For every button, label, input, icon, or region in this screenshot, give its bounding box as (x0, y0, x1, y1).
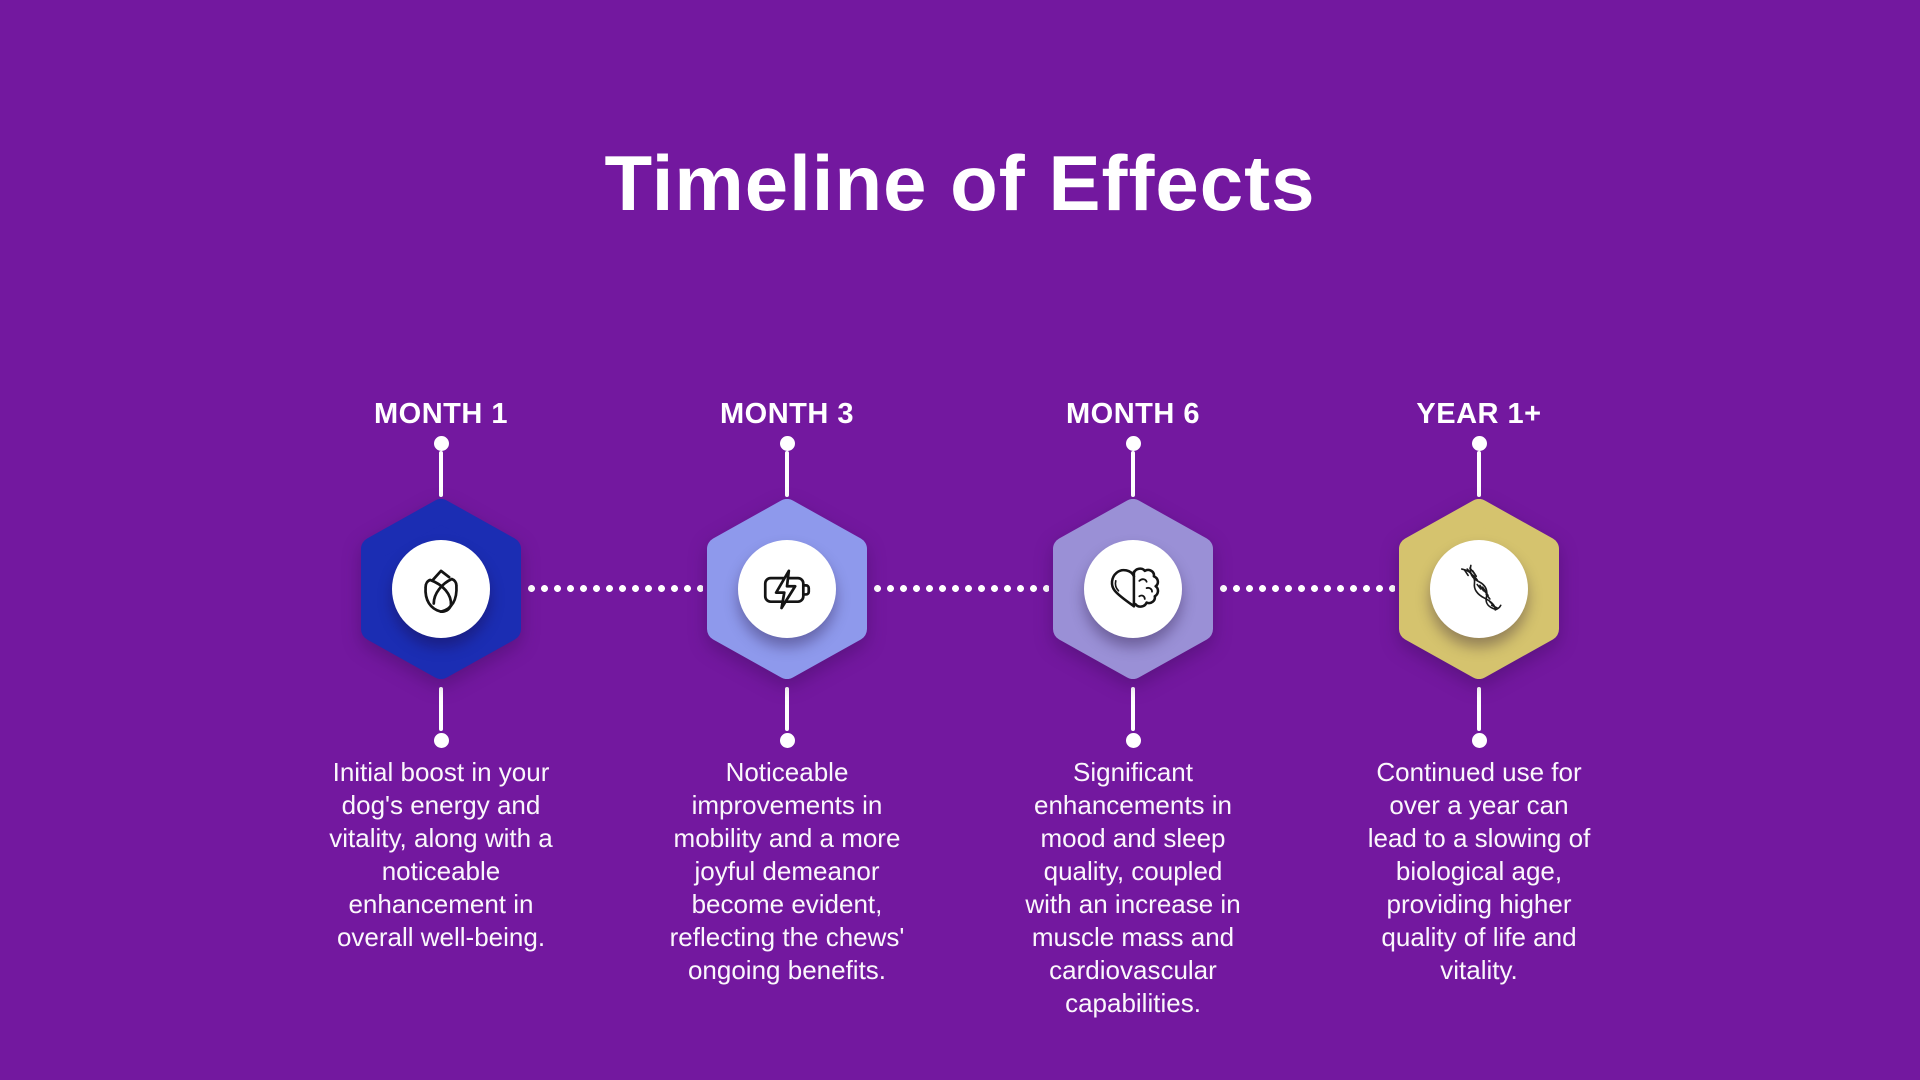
milestone-month-1: MONTH 1 Initial boost in your dog's ener… (268, 397, 614, 954)
timeline-line-bottom (1131, 687, 1135, 731)
timeline-line-top (1131, 451, 1135, 497)
timeline-line-top (1477, 451, 1481, 497)
timeline-line-top (439, 451, 443, 497)
dna-icon (1460, 564, 1502, 611)
timeline-dot-top (779, 436, 795, 451)
milestone-label: MONTH 1 (374, 398, 508, 430)
milestone-hexagon (1399, 499, 1559, 679)
dotted-connector (871, 584, 1049, 593)
battery-charging-icon (763, 569, 811, 610)
milestone-description: Significant enhancements in mood and sle… (1025, 757, 1241, 1018)
timeline: MONTH 1 Initial boost in your dog's ener… (268, 397, 1652, 1020)
milestone-month-6: MONTH 6 (960, 397, 1306, 1020)
milestone-month-3: MONTH 3 Noticeable improvements in mobil… (614, 397, 960, 987)
milestone-description: Continued use for over a year can lead t… (1367, 757, 1591, 985)
timeline-dot-bottom (1471, 733, 1487, 748)
timeline-dot-bottom (433, 733, 449, 748)
timeline-line-bottom (785, 687, 789, 731)
heart-brain-icon (1110, 567, 1160, 608)
icon-circle (1084, 540, 1182, 638)
dotted-connector (1217, 584, 1395, 593)
icon-circle (738, 540, 836, 638)
timeline-dot-bottom (779, 733, 795, 748)
milestone-hexagon (361, 499, 521, 679)
timeline-line-bottom (439, 687, 443, 731)
tulip-icon (424, 569, 458, 614)
milestone-hexagon (707, 499, 867, 679)
milestone-year-1-plus: YEAR 1+ (1306, 397, 1652, 987)
timeline-dot-top (1125, 436, 1141, 451)
icon-circle (392, 540, 490, 638)
milestone-label: MONTH 3 (720, 398, 854, 430)
page-title: Timeline of Effects (604, 139, 1316, 227)
timeline-dot-bottom (1125, 733, 1141, 748)
icon-circle (1430, 540, 1528, 638)
timeline-line-bottom (1477, 687, 1481, 731)
milestone-hexagon (1053, 499, 1213, 679)
milestone-description: Initial boost in your dog's energy and v… (329, 757, 553, 952)
timeline-line-top (785, 451, 789, 497)
timeline-dot-top (1471, 436, 1487, 451)
milestone-label: YEAR 1+ (1416, 398, 1542, 430)
dotted-connector (525, 584, 703, 593)
milestone-description: Noticeable improvements in mobility and … (669, 757, 905, 985)
timeline-dot-top (433, 436, 449, 451)
milestone-label: MONTH 6 (1066, 398, 1200, 430)
